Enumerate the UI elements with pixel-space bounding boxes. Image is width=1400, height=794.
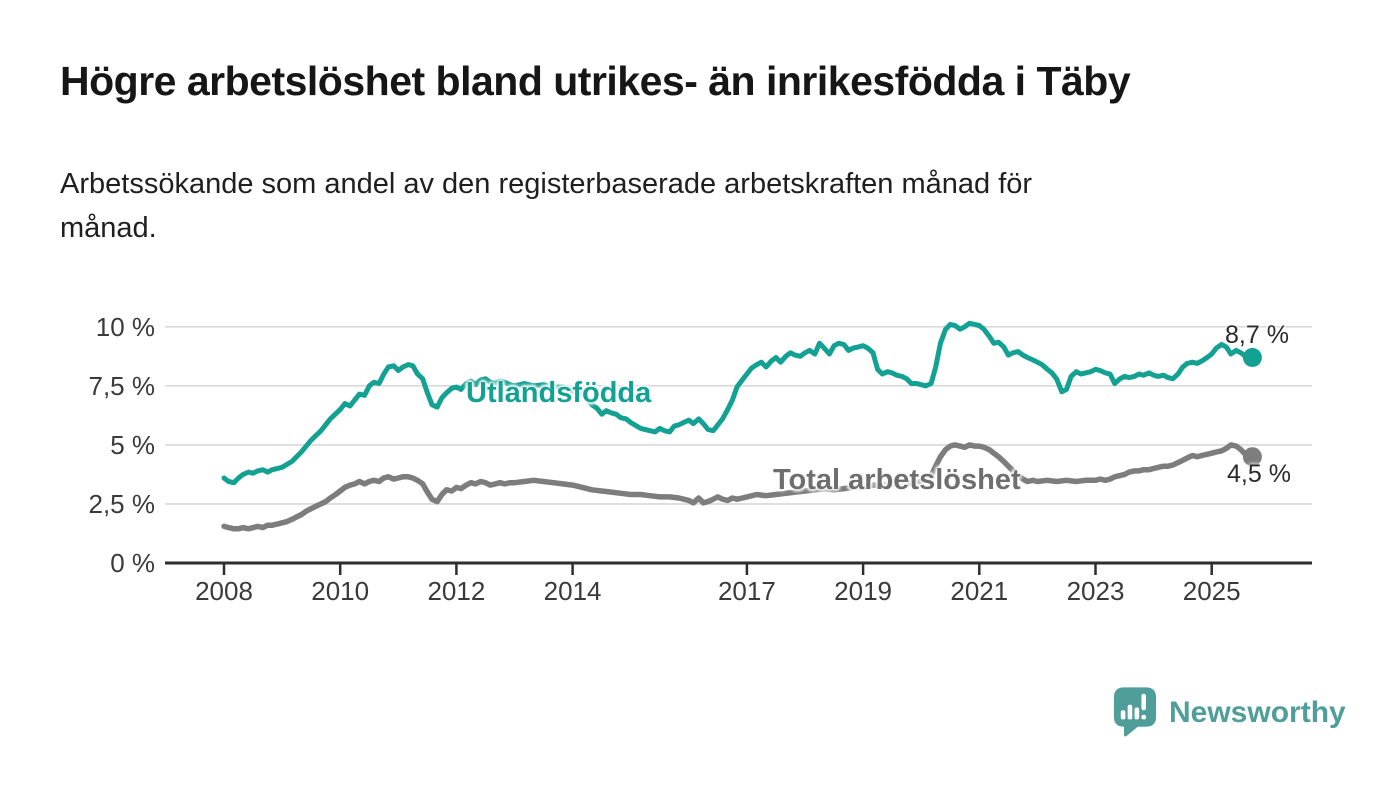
series-label-utlandsfodda: Utlandsfödda (466, 377, 652, 409)
x-tick-label-2012: 2012 (427, 576, 486, 606)
x-tick-label-2014: 2014 (543, 576, 602, 606)
y-tick-label-2-5: 2,5 % (88, 488, 156, 519)
series-end-dot-utlandsfodda (1242, 348, 1262, 367)
x-tick-label-2021: 2021 (950, 576, 1009, 606)
y-tick-label-7-5: 7,5 % (88, 370, 156, 401)
y-tick-label-0: 0 % (110, 548, 155, 578)
subtitle-line-1: Arbetssökande som andel av den registerb… (60, 168, 1033, 200)
series-line-total (221, 442, 1256, 532)
x-tick-label-2023: 2023 (1066, 576, 1125, 606)
series-line-utlandsfodda (221, 320, 1255, 486)
x-tick-label-2019: 2019 (834, 576, 893, 606)
subtitle-line-2: månad. (60, 212, 157, 244)
page-title: Högre arbetslöshet bland utrikes- än inr… (60, 58, 1131, 104)
newsworthy-logo: Newsworthy (1113, 686, 1346, 740)
y-tick-label-5: 5 % (110, 429, 155, 460)
x-tick-label-2017: 2017 (717, 576, 776, 606)
x-tick-label-2010: 2010 (311, 576, 370, 606)
newsworthy-bubble-chart-icon (1113, 687, 1157, 737)
x-tick-label-2008: 2008 (195, 576, 253, 606)
chart-subtitle: Arbetssökande som andel av den registerb… (60, 162, 1300, 250)
x-tick-label-2025: 2025 (1182, 576, 1241, 606)
newsworthy-wordmark: Newsworthy (1169, 696, 1346, 729)
series-end-dot-total (1242, 447, 1262, 467)
y-tick-label-10: 10 % (95, 311, 155, 342)
end-value-label-total: 4,5 % (1227, 460, 1291, 488)
end-value-label-utlandsfodda: 8,7 % (1225, 321, 1289, 349)
series-label-total-arbetsloshet: Total arbetslöshet (773, 464, 1021, 496)
